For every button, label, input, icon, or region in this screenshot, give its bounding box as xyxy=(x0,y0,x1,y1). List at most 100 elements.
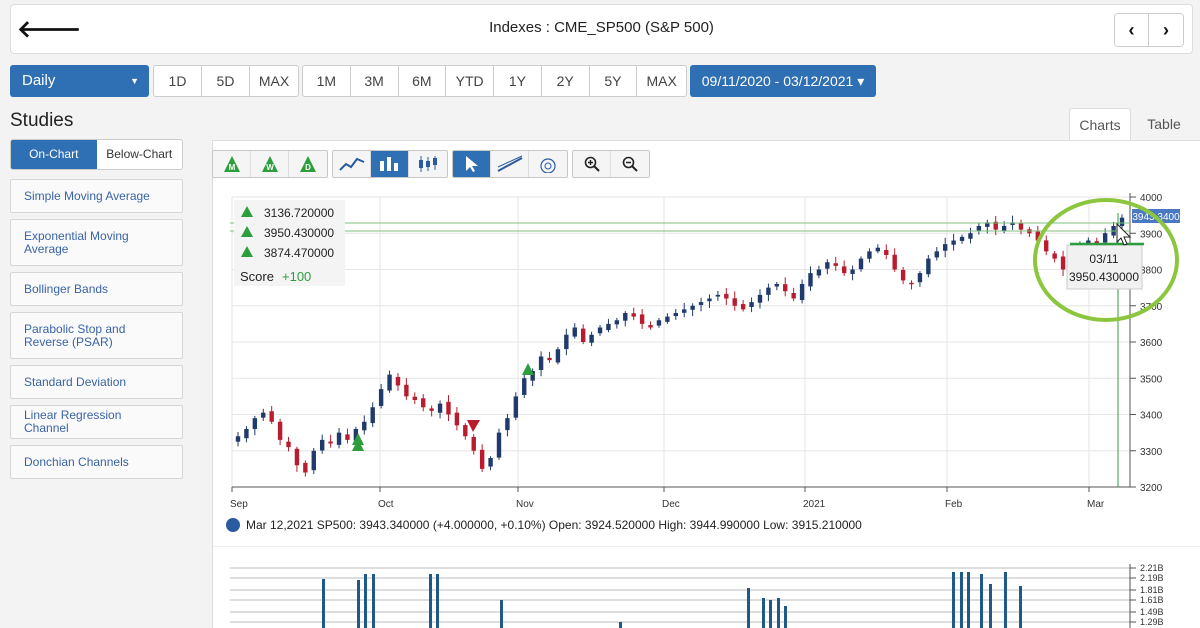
candle xyxy=(1119,214,1125,230)
zoom-out-icon[interactable] xyxy=(611,151,649,177)
previous-button[interactable]: ‹ xyxy=(1115,14,1149,46)
signal-tool-group: M W D xyxy=(212,150,328,178)
candle xyxy=(799,279,805,304)
svg-text:M: M xyxy=(228,163,235,172)
monthly-signal-icon xyxy=(241,206,253,217)
candle xyxy=(244,425,249,443)
volume-bar xyxy=(1019,586,1022,628)
y-tick-label: 3900 xyxy=(1140,229,1163,240)
tooltip-value: 3950.430000 xyxy=(1069,270,1139,284)
candle xyxy=(513,392,519,421)
range-button-ytd[interactable]: YTD xyxy=(446,66,494,96)
range-button-5d[interactable]: 5D xyxy=(202,66,250,96)
candle xyxy=(682,302,687,318)
candle xyxy=(892,248,897,272)
candle xyxy=(917,271,923,287)
candle xyxy=(656,318,662,328)
y-tick-label: 3800 xyxy=(1140,266,1163,277)
candle xyxy=(463,423,468,440)
tab-table[interactable]: Table xyxy=(1147,116,1181,132)
volume-bar xyxy=(1004,572,1007,628)
cursor-icon[interactable] xyxy=(453,151,491,177)
volume-bar xyxy=(784,606,787,628)
candle xyxy=(1111,221,1116,239)
candle xyxy=(395,373,401,391)
range-button-max-short[interactable]: MAX xyxy=(258,73,290,89)
candle xyxy=(724,288,729,305)
range-button-3m[interactable]: 3M xyxy=(351,66,399,96)
study-item[interactable]: Simple Moving Average xyxy=(10,179,183,213)
candle xyxy=(412,392,417,405)
candle xyxy=(698,297,704,312)
candle xyxy=(505,413,510,437)
volume-bar xyxy=(952,572,955,628)
candle xyxy=(362,415,367,435)
volume-bar xyxy=(436,574,439,628)
candle xyxy=(715,290,721,301)
candle xyxy=(732,291,737,311)
study-item[interactable]: Standard Deviation xyxy=(10,365,183,399)
date-range-picker[interactable]: 09/11/2020 - 03/12/2021 ▾ xyxy=(690,65,876,97)
zoom-in-icon[interactable] xyxy=(573,151,611,177)
study-item[interactable]: Parabolic Stop and Reverse (PSAR) xyxy=(10,312,183,359)
weekly-signal-icon[interactable]: W xyxy=(251,151,289,177)
range-button-1d[interactable]: 1D xyxy=(154,66,202,96)
candle xyxy=(311,447,316,475)
line-chart-icon[interactable] xyxy=(333,151,371,177)
range-button-1m[interactable]: 1M xyxy=(303,66,351,96)
chart-gridlines xyxy=(231,196,1130,488)
candle xyxy=(884,244,889,260)
price-chart[interactable]: Sep Oct Nov Dec 2021 Feb Mar 3200 3300 3400 3500 3… xyxy=(212,180,1200,510)
candle xyxy=(555,347,561,365)
buy-signal-marker xyxy=(522,363,534,375)
chart-toolbar: M W D xyxy=(212,150,650,178)
bar-chart-icon[interactable] xyxy=(371,151,409,177)
candle xyxy=(378,383,384,409)
chart-type-group xyxy=(332,150,448,178)
candle xyxy=(1060,250,1066,277)
monthly-signal-icon[interactable]: M xyxy=(213,151,251,177)
candle xyxy=(589,331,594,347)
next-button[interactable]: › xyxy=(1149,14,1183,46)
study-item[interactable]: Bollinger Bands xyxy=(10,272,183,306)
candle xyxy=(757,289,763,309)
header-bar: 🡐 Indexes : CME_SP500 (S&P 500) ‹ › xyxy=(10,4,1193,54)
range-button-5y[interactable]: 5Y xyxy=(590,66,638,96)
trendline-icon[interactable] xyxy=(491,151,529,177)
daily-signal-icon[interactable]: D xyxy=(289,151,327,177)
candle xyxy=(639,308,645,329)
x-tick-label: Mar xyxy=(1087,499,1105,510)
candle xyxy=(336,428,342,449)
candlestick-icon[interactable] xyxy=(409,151,447,177)
candle xyxy=(766,283,771,302)
volume-bar xyxy=(364,574,367,628)
fibonacci-icon[interactable] xyxy=(529,151,567,177)
range-button-max[interactable]: MAX xyxy=(646,73,677,89)
candle xyxy=(479,444,485,473)
tab-charts[interactable]: Charts xyxy=(1069,108,1131,141)
candle xyxy=(328,434,333,448)
volume-bar xyxy=(960,572,963,628)
interval-dropdown[interactable]: Daily ▼ xyxy=(10,65,149,97)
range-button-1y[interactable]: 1Y xyxy=(494,66,542,96)
study-item[interactable]: Linear Regression Channel xyxy=(10,405,183,439)
candle xyxy=(665,313,670,324)
candle xyxy=(580,324,586,345)
range-button-6m[interactable]: 6M xyxy=(399,66,447,96)
study-item[interactable]: Donchian Channels xyxy=(10,445,183,479)
volume-bar xyxy=(989,584,992,628)
candle xyxy=(446,395,451,422)
tab-below-chart[interactable]: Below-Chart xyxy=(96,140,182,169)
x-tick-label: Sep xyxy=(230,499,248,510)
tab-on-chart[interactable]: On-Chart xyxy=(11,140,97,169)
range-button-2y[interactable]: 2Y xyxy=(542,66,590,96)
candle xyxy=(319,434,325,454)
x-tick-label: Feb xyxy=(945,499,963,510)
study-item[interactable]: Exponential Moving Average xyxy=(10,219,183,266)
range-group-short: 1D 5D MAX xyxy=(153,65,299,97)
candle xyxy=(1052,250,1057,263)
candle xyxy=(959,234,965,244)
x-tick-label: Oct xyxy=(378,499,394,510)
candle xyxy=(867,248,872,263)
